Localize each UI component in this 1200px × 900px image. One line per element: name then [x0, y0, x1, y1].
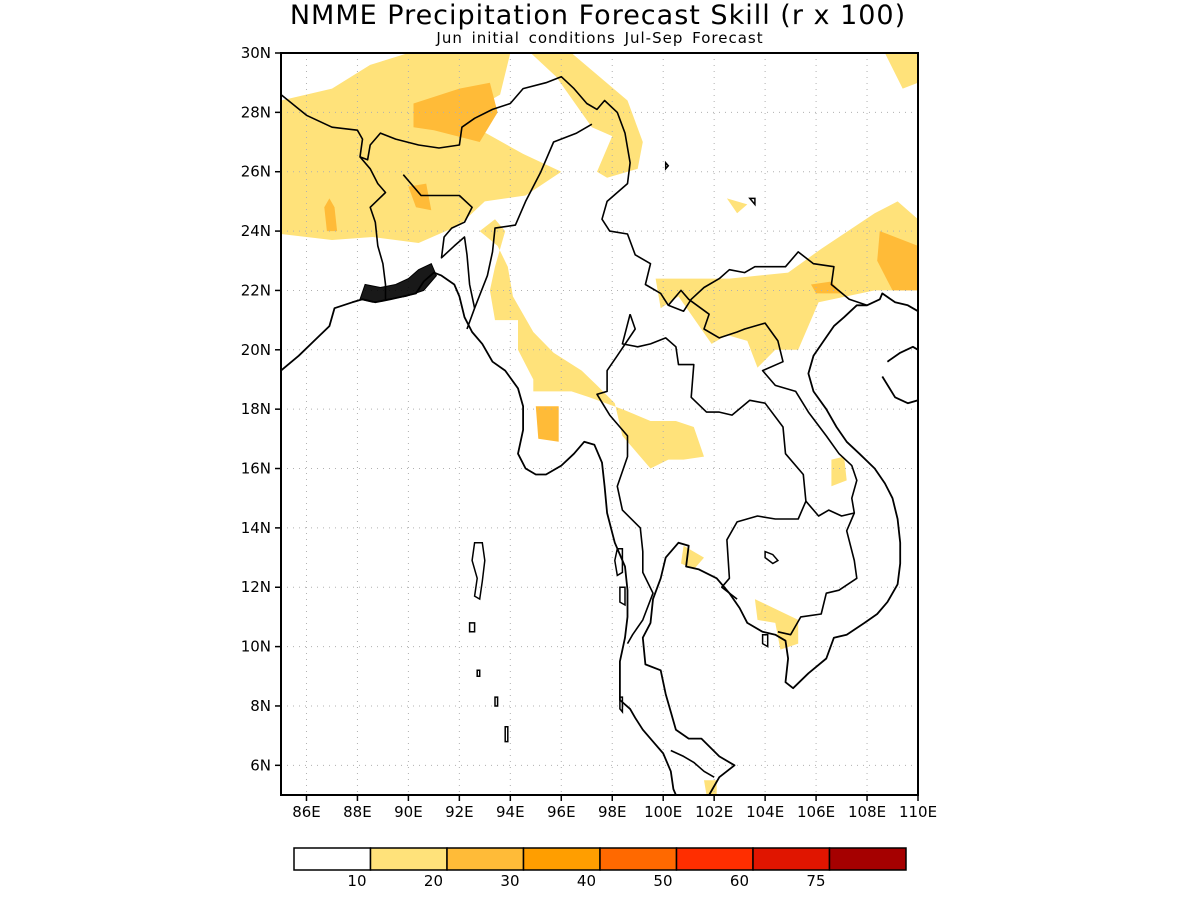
country-border	[402, 174, 476, 330]
country-border	[596, 313, 654, 644]
skill-region-10-20-3	[479, 219, 704, 469]
page-title: NMME Precipitation Forecast Skill (r x 1…	[289, 0, 907, 31]
island	[619, 586, 626, 607]
skill-shading	[281, 53, 918, 795]
skill-region-10-20-1	[530, 53, 643, 178]
skill-region-10-20-8	[704, 780, 717, 795]
colorbar-swatch	[675, 847, 754, 871]
colorbar-swatch	[599, 847, 678, 871]
lon-tick-label: 102E	[695, 803, 733, 821]
lon-tick-label: 104E	[746, 803, 784, 821]
lat-tick-label: 8N	[250, 697, 271, 715]
skill-region-10-20-2	[884, 53, 918, 89]
lon-tick-label: 100E	[644, 803, 682, 821]
colorbar-label: 40	[577, 872, 596, 890]
lon-tick-label: 94E	[496, 803, 525, 821]
island	[476, 669, 481, 678]
island	[761, 633, 769, 648]
country-border	[359, 156, 387, 300]
island	[664, 160, 670, 171]
lat-tick-label: 16N	[241, 460, 271, 478]
coastline	[641, 292, 918, 795]
skill-region-10-20-5	[831, 456, 847, 487]
coastline	[281, 271, 677, 795]
colorbar-swatch	[828, 847, 907, 871]
axis-ticks: 86E 88E 90E 92E 94E 96E 98E 100E 102E 104E 106E 108…	[241, 44, 937, 821]
colorbar-label: 30	[500, 872, 519, 890]
colorbar-label: 10	[347, 872, 366, 890]
lat-tick-label: 10N	[241, 638, 271, 656]
ganges-delta-coast	[359, 263, 437, 303]
skill-region-10-20-4	[655, 201, 918, 368]
lon-tick-label: 98E	[598, 803, 627, 821]
country-border	[621, 313, 807, 600]
island	[494, 696, 499, 707]
colorbar-label: 60	[730, 872, 749, 890]
lat-tick-label: 24N	[241, 222, 271, 240]
lat-tick-label: 28N	[241, 103, 271, 121]
lon-tick-label: 110E	[899, 803, 937, 821]
colorbar-swatch	[752, 847, 831, 871]
lat-tick-label: 26N	[241, 163, 271, 181]
skill-region-10-20-6	[681, 545, 704, 570]
lon-tick-label: 88E	[343, 803, 372, 821]
skill-region-20-30-14	[877, 231, 918, 291]
colorbar-swatch	[446, 847, 525, 871]
lon-tick-label: 96E	[547, 803, 576, 821]
lat-tick-label: 20N	[241, 341, 271, 359]
lon-tick-label: 86E	[292, 803, 321, 821]
lat-tick-label: 22N	[241, 281, 271, 299]
lon-tick-label: 92E	[445, 803, 474, 821]
skill-region-20-30-13	[535, 406, 559, 442]
lon-tick-label: 90E	[394, 803, 423, 821]
skill-region-10-20-7	[754, 599, 799, 650]
colorbar-swatch	[522, 847, 601, 871]
island	[471, 541, 486, 601]
skill-region-10-20-0	[281, 53, 562, 243]
colorbar-label: 20	[424, 872, 443, 890]
coastlines-and-borders	[281, 75, 918, 795]
lat-tick-label: 30N	[241, 44, 271, 62]
map-gridlines	[281, 53, 918, 795]
page-subtitle: Jun initial conditions Jul-Sep Forecast	[436, 29, 764, 47]
country-border	[667, 289, 858, 636]
island	[468, 622, 476, 633]
colorbar-label: 50	[653, 872, 672, 890]
colorbar-label: 75	[806, 872, 825, 890]
country-border	[670, 749, 715, 778]
island	[748, 197, 756, 207]
skill-region-20-30-12	[408, 183, 432, 211]
lat-tick-label: 14N	[241, 519, 271, 537]
colorbar-swatch	[369, 847, 448, 871]
country-border	[473, 123, 593, 309]
lon-tick-label: 106E	[797, 803, 835, 821]
colorbar: 10 20 30 40 50 60 75	[293, 847, 907, 890]
coastline	[881, 345, 918, 405]
island	[619, 696, 624, 714]
island	[614, 547, 624, 577]
island	[504, 725, 509, 743]
lat-tick-label: 18N	[241, 400, 271, 418]
lon-tick-label: 108E	[848, 803, 886, 821]
lake	[764, 550, 780, 565]
colorbar-swatch	[293, 847, 372, 871]
country-border	[805, 500, 855, 517]
map-frame	[280, 52, 919, 796]
skill-region-20-30-11	[324, 198, 338, 232]
skill-region-10-20-9	[726, 198, 748, 214]
country-border	[281, 75, 868, 313]
lat-tick-label: 6N	[250, 756, 271, 774]
lat-tick-label: 12N	[241, 578, 271, 596]
